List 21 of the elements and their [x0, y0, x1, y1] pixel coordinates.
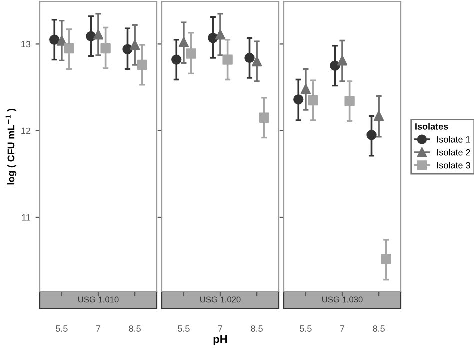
text: USG 1.030 — [322, 296, 363, 303]
legend-label: Isolate 1 — [437, 136, 470, 143]
x-tick-label: 5.5 — [56, 326, 68, 332]
x-tick-label: 7 — [218, 326, 223, 332]
x-tick-label: 7 — [340, 326, 345, 332]
y-axis-title: log ( CFU mL$^{−1}$ ) — [6, 109, 17, 185]
x-tick-label: 5.5 — [300, 326, 312, 332]
text: USG 1.020 — [200, 296, 241, 303]
x-tick-label: 8.5 — [251, 326, 263, 332]
legend-label: Isolate 2 — [437, 149, 470, 156]
x-tick-label: 8.5 — [129, 326, 141, 332]
y-tick-label: 11 — [22, 214, 31, 221]
y-tick-label: 13 — [22, 41, 31, 48]
x-tick-label: 7 — [96, 326, 101, 332]
legend-label: Isolate 3 — [437, 162, 470, 169]
y-tick-label: 12 — [22, 128, 31, 134]
legend-title: Isolates — [416, 123, 448, 130]
text: USG 1.010 — [78, 296, 119, 303]
x-tick-label: 5.5 — [178, 326, 190, 332]
x-tick-label: 8.5 — [373, 326, 385, 332]
x-axis-title: pH — [214, 336, 228, 346]
